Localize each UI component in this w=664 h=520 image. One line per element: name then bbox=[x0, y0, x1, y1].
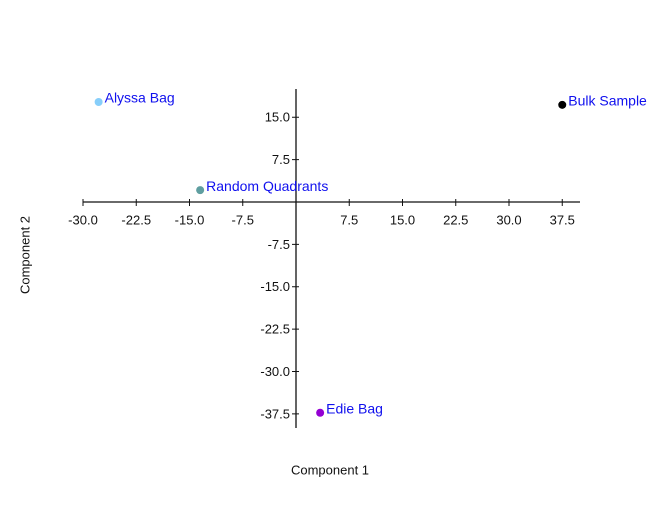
x-tick-label: 37.5 bbox=[550, 212, 575, 227]
point bbox=[94, 97, 103, 106]
y-tick-label: -7.5 bbox=[268, 237, 290, 252]
x-tick-label: 30.0 bbox=[496, 212, 521, 227]
x-tick-label: -15.0 bbox=[175, 212, 205, 227]
x-tick-label: 15.0 bbox=[390, 212, 415, 227]
x-tick-label: -7.5 bbox=[232, 212, 254, 227]
y-tick-label: 7.5 bbox=[272, 152, 290, 167]
y-axis-label: Component 2 bbox=[17, 216, 32, 294]
x-tick-label: -22.5 bbox=[121, 212, 151, 227]
point bbox=[316, 408, 325, 417]
point-label: Alyssa Bag bbox=[105, 90, 175, 106]
y-tick-label: -37.5 bbox=[260, 406, 290, 421]
x-tick-label: -30.0 bbox=[68, 212, 98, 227]
y-tick-label: -22.5 bbox=[260, 322, 290, 337]
y-tick-label: 15.0 bbox=[265, 110, 290, 125]
point bbox=[558, 100, 567, 109]
point-label: Random Quadrants bbox=[206, 178, 328, 194]
point bbox=[196, 186, 205, 195]
point-label: Bulk Sample bbox=[568, 93, 647, 109]
point-label: Edie Bag bbox=[326, 400, 383, 416]
x-tick-label: 7.5 bbox=[340, 212, 358, 227]
y-tick-label: -30.0 bbox=[260, 364, 290, 379]
x-tick-label: 22.5 bbox=[443, 212, 468, 227]
y-tick-label: -15.0 bbox=[260, 279, 290, 294]
x-axis-label: Component 1 bbox=[291, 462, 369, 477]
